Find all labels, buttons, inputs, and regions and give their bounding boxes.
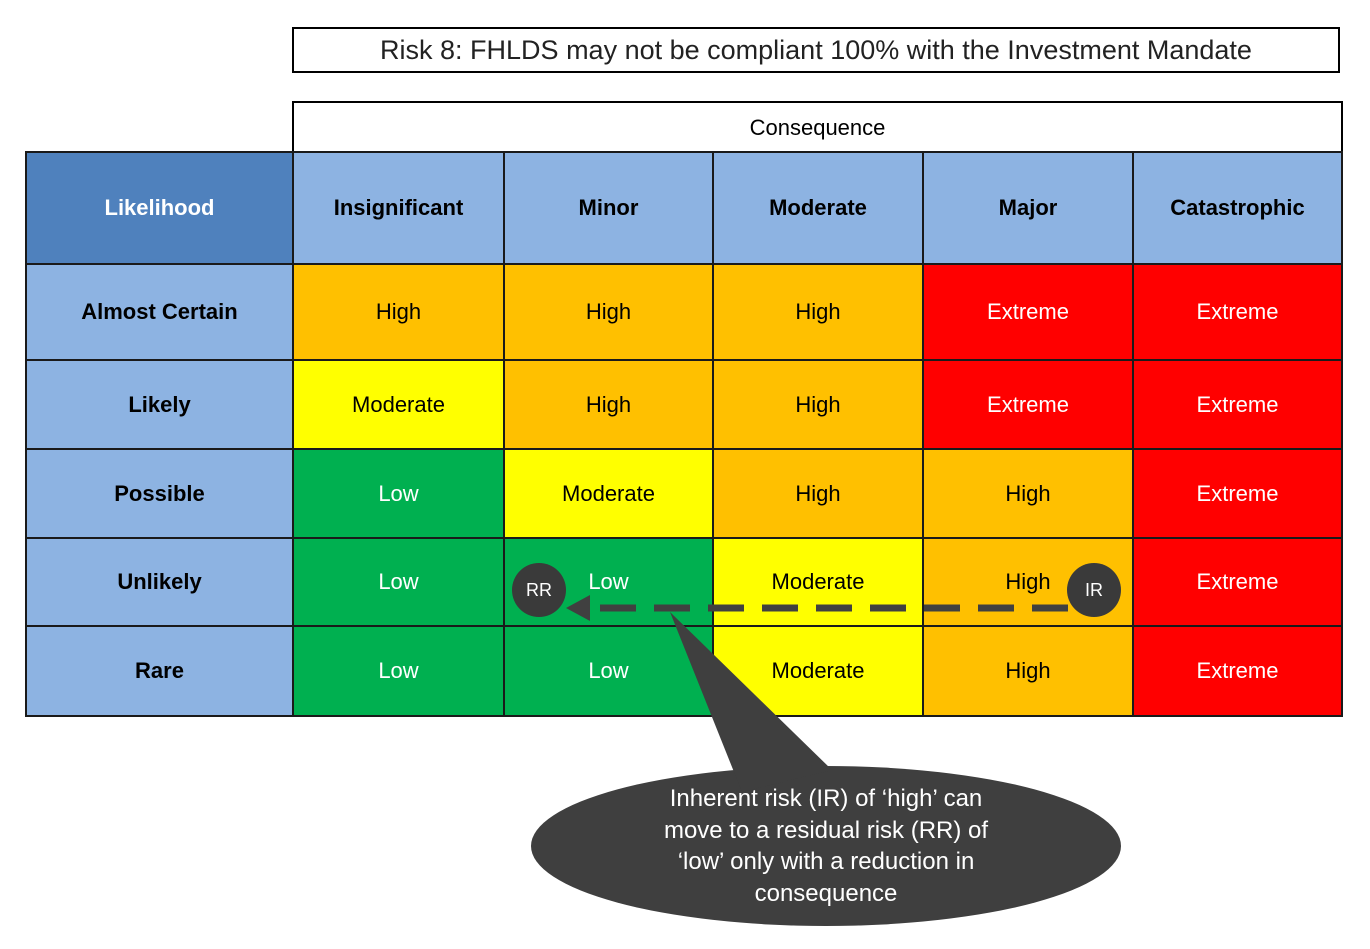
risk-cell: High — [292, 263, 505, 361]
callout-line: consequence — [754, 879, 898, 907]
risk-cell: Low — [503, 625, 714, 717]
residual-risk-marker: RR — [512, 563, 566, 617]
risk-cell: Extreme — [1132, 359, 1343, 450]
callout-text: Inherent risk (IR) of ‘high’ can move to… — [620, 783, 1032, 909]
risk-cell: Extreme — [922, 359, 1134, 450]
risk-cell: Extreme — [922, 263, 1134, 361]
risk-cell: Extreme — [1132, 448, 1343, 539]
column-header-moderate: Moderate — [712, 151, 924, 265]
risk-cell: High — [922, 448, 1134, 539]
callout-line: Inherent risk (IR) of ‘high’ can — [669, 785, 983, 812]
column-header-major: Major — [922, 151, 1134, 265]
risk-cell: High — [503, 263, 714, 361]
risk-cell: Extreme — [1132, 537, 1343, 627]
inherent-risk-marker: IR — [1067, 563, 1121, 617]
risk-cell: Low — [292, 537, 505, 627]
row-header-almost-certain: Almost Certain — [25, 263, 294, 361]
risk-cell: Extreme — [1132, 263, 1343, 361]
risk-cell: Moderate — [712, 537, 924, 627]
risk-cell: Moderate — [292, 359, 505, 450]
risk-cell: Moderate — [712, 625, 924, 717]
risk-cell: High — [503, 359, 714, 450]
risk-cell: High — [712, 359, 924, 450]
diagram-title: Risk 8: FHLDS may not be compliant 100% … — [292, 27, 1340, 73]
consequence-header: Consequence — [292, 101, 1343, 153]
row-header-rare: Rare — [25, 625, 294, 717]
risk-cell: Low — [292, 625, 505, 717]
risk-cell: Moderate — [503, 448, 714, 539]
risk-cell: Low — [292, 448, 505, 539]
row-header-unlikely: Unlikely — [25, 537, 294, 627]
row-header-possible: Possible — [25, 448, 294, 539]
likelihood-header: Likelihood — [25, 151, 294, 265]
risk-cell: High — [712, 448, 924, 539]
callout-line: ‘low’ only with a reduction in — [677, 848, 975, 875]
risk-cell: High — [922, 625, 1134, 717]
callout-line: move to a residual risk (RR) of — [663, 816, 989, 844]
column-header-insignificant: Insignificant — [292, 151, 505, 265]
column-header-minor: Minor — [503, 151, 714, 265]
risk-cell: High — [712, 263, 924, 361]
column-header-catastrophic: Catastrophic — [1132, 151, 1343, 265]
risk-cell: Extreme — [1132, 625, 1343, 717]
row-header-likely: Likely — [25, 359, 294, 450]
